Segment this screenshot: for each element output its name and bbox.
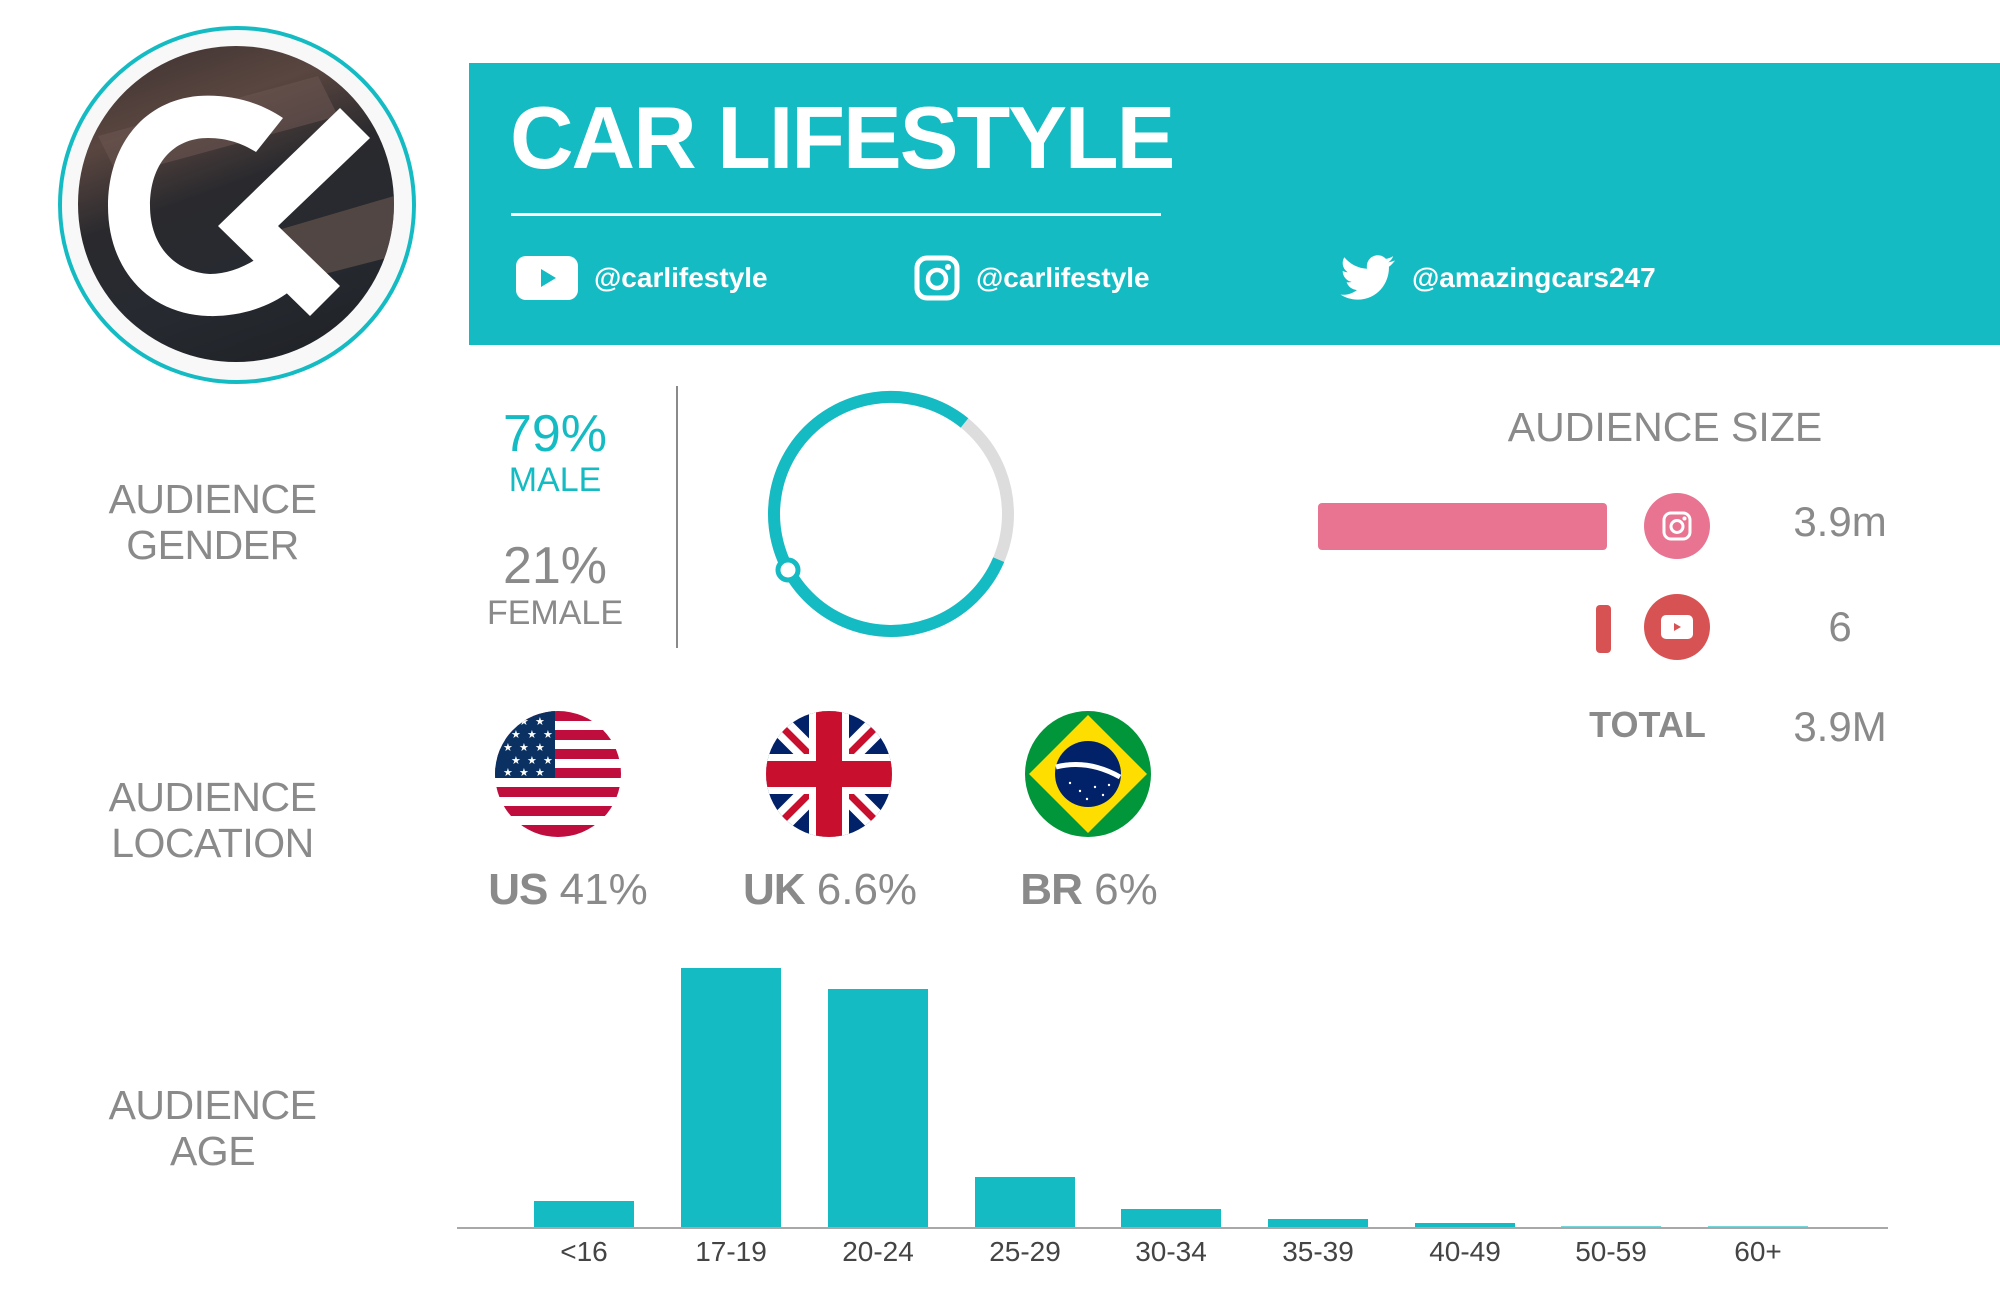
country-percent: 41% (559, 865, 648, 914)
age-section-label: AUDIENCE AGE (95, 1082, 330, 1174)
youtube-size-bar (1596, 605, 1611, 653)
age-tick: 20-24 (842, 1236, 914, 1267)
donut-knob (775, 557, 801, 583)
location-section-label: AUDIENCE LOCATION (95, 774, 330, 866)
svg-text:★: ★ (535, 741, 545, 754)
age-tick: 17-19 (695, 1236, 767, 1267)
age-tick: 60+ (1734, 1236, 1782, 1267)
svg-text:★: ★ (503, 741, 513, 754)
country-code: BR (1020, 865, 1083, 914)
svg-text:★: ★ (519, 766, 529, 779)
youtube-icon (1661, 615, 1693, 639)
country-percent: 6% (1094, 865, 1158, 914)
instagram-size-icon (1644, 493, 1710, 559)
youtube-handle[interactable]: @carlifestyle (594, 262, 768, 293)
youtube-size-icon (1644, 594, 1710, 660)
gender-donut-chart (768, 390, 1014, 637)
us-flag-icon: ★ ★ ★ ★ ★ ★ ★ ★ ★ ★ ★ ★ ★ ★ ★ (495, 711, 621, 837)
gender-divider (676, 386, 678, 648)
audience-size-title: AUDIENCE SIZE (1507, 404, 1823, 450)
country-code: UK (742, 865, 806, 914)
gender-label-line2: GENDER (126, 522, 299, 568)
age-bar-lt16 (534, 1201, 634, 1228)
header-banner (469, 63, 2000, 345)
location-uk: UK 6.6% (710, 862, 950, 918)
title-divider (511, 213, 1161, 216)
age-tick: 40-49 (1429, 1236, 1501, 1267)
svg-text:★: ★ (535, 766, 545, 779)
svg-text:★: ★ (519, 741, 529, 754)
ck-monogram-logo (78, 46, 394, 362)
age-tick: <16 (560, 1236, 608, 1267)
social-instagram[interactable]: @carlifestyle (914, 252, 1150, 304)
age-x-axis (457, 1227, 1888, 1229)
ck-monogram-icon (98, 76, 394, 317)
age-bar-17-19 (681, 968, 781, 1228)
svg-text:★: ★ (543, 754, 553, 767)
svg-text:★: ★ (527, 754, 537, 767)
social-twitter[interactable]: @amazingcars247 (1340, 252, 1656, 304)
svg-text:★: ★ (535, 715, 545, 728)
youtube-size-value: 6 (1828, 603, 1852, 650)
location-label-line1: AUDIENCE (108, 774, 317, 820)
female-label: FEMALE (486, 594, 624, 632)
svg-text:★: ★ (503, 715, 513, 728)
twitter-icon (1340, 255, 1395, 300)
age-tick: 35-39 (1282, 1236, 1354, 1267)
svg-text:★: ★ (511, 754, 521, 767)
page-title: CAR LIFESTYLE (510, 88, 1175, 187)
gender-section-label: AUDIENCE GENDER (95, 476, 330, 568)
location-label-line2: LOCATION (111, 820, 314, 866)
svg-text:★: ★ (543, 728, 553, 741)
age-bar-20-24 (828, 989, 928, 1228)
location-us: US 41% (448, 862, 688, 918)
country-code: US (488, 865, 548, 914)
female-percent: 21% (502, 537, 608, 595)
male-percent: 79% (502, 405, 608, 463)
br-flag-icon (1025, 711, 1151, 837)
gender-label-line1: AUDIENCE (108, 476, 317, 522)
age-bar-40-49 (1415, 1223, 1515, 1228)
age-bar-25-29 (975, 1177, 1075, 1228)
male-arc (768, 390, 1005, 637)
instagram-handle[interactable]: @carlifestyle (976, 262, 1150, 293)
instagram-size-value: 3.9m (1793, 498, 1887, 545)
age-bar-35-39 (1268, 1219, 1368, 1228)
instagram-icon (914, 255, 960, 301)
svg-text:★: ★ (503, 766, 513, 779)
age-tick: 50-59 (1575, 1236, 1647, 1267)
total-value: 3.9M (1793, 703, 1887, 750)
age-bar-30-34 (1121, 1209, 1221, 1228)
country-percent: 6.6% (816, 865, 918, 914)
svg-text:★: ★ (519, 715, 529, 728)
age-label-line1: AUDIENCE (108, 1082, 317, 1128)
twitter-handle[interactable]: @amazingcars247 (1412, 262, 1656, 293)
uk-flag-icon (766, 711, 892, 837)
social-youtube[interactable]: @carlifestyle (516, 252, 768, 304)
location-br: BR 6% (969, 862, 1209, 918)
age-tick: 30-34 (1135, 1236, 1207, 1267)
instagram-icon (1662, 511, 1692, 541)
svg-text:★: ★ (511, 728, 521, 741)
age-label-line2: AGE (169, 1128, 256, 1174)
age-tick: 25-29 (989, 1236, 1061, 1267)
youtube-icon (516, 256, 578, 300)
total-label: TOTAL (1589, 704, 1706, 745)
male-label: MALE (508, 461, 602, 499)
svg-text:★: ★ (527, 728, 537, 741)
instagram-size-bar (1318, 503, 1607, 550)
